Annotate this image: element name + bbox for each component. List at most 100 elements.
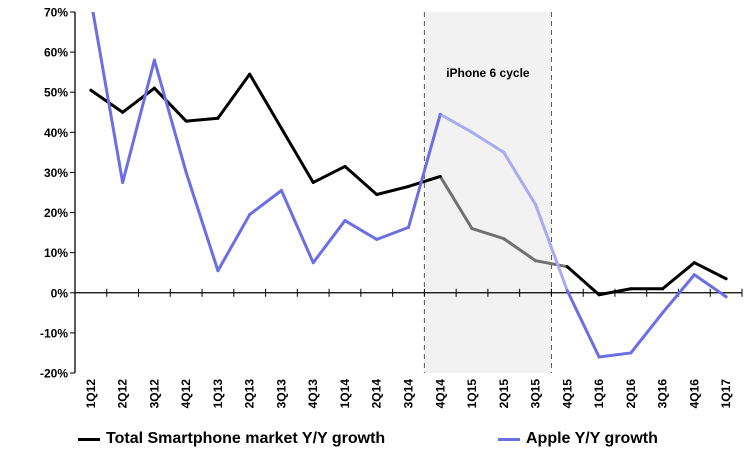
highlight-region-layer: iPhone 6 cycle [423, 12, 552, 373]
series-0-point [89, 88, 93, 92]
tick-label-layer: -20% -10% 0% 10% 20% 30% 40% 50% 60% 70% 1Q12 2Q12 3… [40, 6, 733, 409]
series-0-point [597, 293, 601, 297]
legend-label-total-market: Total Smartphone market Y/Y growth [106, 430, 386, 447]
series-0-point [375, 193, 379, 196]
series-0-segment [152, 86, 188, 123]
series-0-segment [438, 174, 474, 231]
series-1-point [121, 181, 125, 184]
x-tick-label: 1Q14 [338, 379, 352, 409]
series-0-point [280, 126, 283, 130]
series-1-segment [597, 351, 633, 359]
series-0 [89, 72, 728, 297]
series-1-segment [629, 311, 665, 355]
x-tick-label: 1Q16 [592, 379, 606, 409]
series-1-point [565, 289, 569, 293]
y-tick-label: 30% [44, 166, 68, 180]
x-tick-label: 3Q12 [147, 379, 161, 409]
series-0-segment [343, 164, 379, 197]
x-tick-label: 2Q15 [497, 379, 511, 409]
series-1-point [692, 273, 696, 277]
axis-layer [70, 11, 743, 374]
series-1-segment [407, 112, 442, 229]
series-1-point [248, 213, 252, 216]
series-0-point [661, 287, 664, 291]
series-1-segment [375, 225, 410, 241]
series-1-segment [692, 273, 728, 299]
series-0-segment [248, 72, 283, 130]
series-1-segment [279, 188, 315, 265]
y-tick-label: -10% [40, 326, 68, 340]
series-0-point [216, 116, 220, 120]
series-0-segment [375, 184, 410, 197]
series-0-segment [216, 72, 252, 120]
x-tick-label: 4Q13 [306, 379, 320, 409]
series-1-point [216, 269, 220, 273]
x-tick-label: 2Q14 [370, 379, 384, 409]
x-tick-label: 2Q12 [116, 379, 130, 409]
y-tick-label: 20% [44, 206, 68, 220]
series-1-point [89, 0, 92, 1]
series-1-point [597, 355, 601, 359]
x-tick-label: 1Q13 [211, 379, 225, 409]
x-tick-label: 1Q12 [84, 379, 98, 409]
series-1-point [724, 295, 728, 299]
y-tick-label: 10% [44, 246, 68, 260]
series-0-segment [311, 164, 347, 184]
series-1-segment [248, 188, 283, 217]
series-1-point [534, 203, 537, 206]
x-tick-label: 3Q15 [529, 379, 543, 409]
x-tick-label: 4Q16 [687, 379, 701, 409]
series-1-segment [502, 150, 538, 207]
y-tick-label: 60% [44, 46, 68, 60]
legend-swatch-apple [498, 437, 520, 441]
series-0-point [565, 265, 569, 269]
x-tick-label: 3Q16 [656, 379, 670, 409]
series-0-point [692, 261, 696, 265]
series-1-point [153, 58, 156, 62]
series-0-point [724, 277, 728, 281]
series-1-point [311, 261, 315, 265]
series-1-point [470, 130, 474, 134]
series-0-segment [89, 88, 125, 114]
series-0-point [502, 237, 506, 241]
series-1-segment [565, 289, 601, 359]
series-1-segment [121, 58, 156, 184]
x-tick-label: 3Q13 [274, 379, 288, 409]
series-0-point [248, 72, 252, 76]
series-1-segment [438, 112, 474, 134]
series-0-point [153, 86, 156, 90]
legend-swatch-total-market [78, 437, 100, 441]
series-1-point [438, 112, 442, 116]
series-0-segment [502, 237, 538, 263]
series-1-point [375, 238, 379, 241]
series-0-segment [184, 116, 220, 123]
x-tick-label: 3Q14 [402, 379, 416, 409]
y-tick-label: 0% [51, 286, 69, 300]
series-1-segment [152, 58, 188, 174]
y-tick-label: 70% [44, 6, 68, 20]
series-0-segment [661, 261, 696, 291]
series-1 [89, 0, 728, 359]
series-1-segment [661, 273, 696, 315]
y-tick-label: 40% [44, 126, 68, 140]
series-layer [89, 0, 728, 359]
highlight-annotation-label: iPhone 6 cycle [446, 66, 530, 80]
series-0-segment [407, 174, 442, 188]
series-1-segment [534, 203, 569, 293]
series-1-point [184, 171, 188, 174]
x-tick-label: 4Q15 [560, 379, 574, 409]
x-tick-label: 2Q16 [624, 379, 638, 409]
x-tick-label: 2Q13 [243, 379, 257, 409]
series-0-point [121, 110, 125, 114]
series-1-segment [216, 213, 252, 273]
series-0-segment [470, 227, 506, 241]
series-1-segment [184, 170, 220, 273]
series-0-segment [534, 259, 569, 269]
series-0-point [470, 227, 474, 231]
y-tick-label: 50% [44, 86, 68, 100]
series-1-segment [311, 219, 347, 265]
series-1-point [407, 225, 410, 229]
series-0-segment [597, 287, 633, 297]
x-tick-label: 4Q14 [433, 379, 447, 409]
